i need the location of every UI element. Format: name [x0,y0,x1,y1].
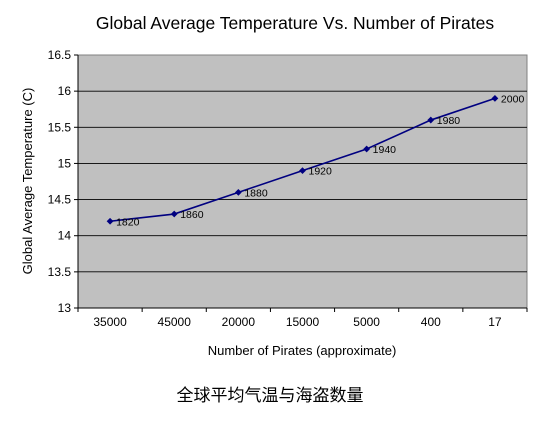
plot-area [77,54,528,309]
x-tick-label: 5000 [353,315,380,329]
x-tick-label: 15000 [286,315,320,329]
data-point [170,210,178,218]
data-point [363,145,371,153]
x-tick-label: 45000 [158,315,192,329]
data-label: 1860 [180,209,204,221]
data-label: 2000 [501,93,525,105]
x-tick-labels: 35000 45000 20000 15000 5000 400 17 [93,315,502,329]
data-point [427,116,435,124]
y-tick-label: 15.5 [48,120,72,134]
y-tick-labels: 13 13.5 14 14.5 15 15.5 16 16.5 [48,48,72,315]
x-tick-label: 20000 [222,315,256,329]
y-tick-label: 13 [58,301,72,315]
y-tick-label: 16.5 [48,48,72,62]
chart-title: Global Average Temperature Vs. Number of… [96,13,494,33]
data-labels: 1820 1860 1880 1920 1940 1980 2000 [116,93,524,228]
data-label: 1820 [116,216,140,228]
y-tick-label: 15 [58,156,72,170]
y-tick-label: 14.5 [48,193,72,207]
x-axis-title: Number of Pirates (approximate) [208,343,397,358]
chart-caption: 全球平均气温与海盗数量 [177,386,364,406]
data-label: 1920 [309,166,333,178]
y-tick-label: 16 [58,84,72,98]
data-point [106,217,114,225]
x-tick-label: 400 [421,315,441,329]
y-tick-label: 14 [58,229,72,243]
x-tick-label: 17 [488,315,502,329]
data-label: 1880 [244,187,268,199]
gridlines [78,90,527,273]
x-tick-label: 35000 [93,315,127,329]
data-point [491,94,499,102]
y-axis-title: Global Average Temperature (C) [20,88,35,275]
data-points [106,94,499,225]
y-tick-label: 13.5 [48,265,72,279]
axes [74,54,528,312]
data-label: 1980 [437,115,461,127]
data-point [234,188,242,196]
data-label: 1940 [373,144,397,156]
data-point [299,167,306,175]
